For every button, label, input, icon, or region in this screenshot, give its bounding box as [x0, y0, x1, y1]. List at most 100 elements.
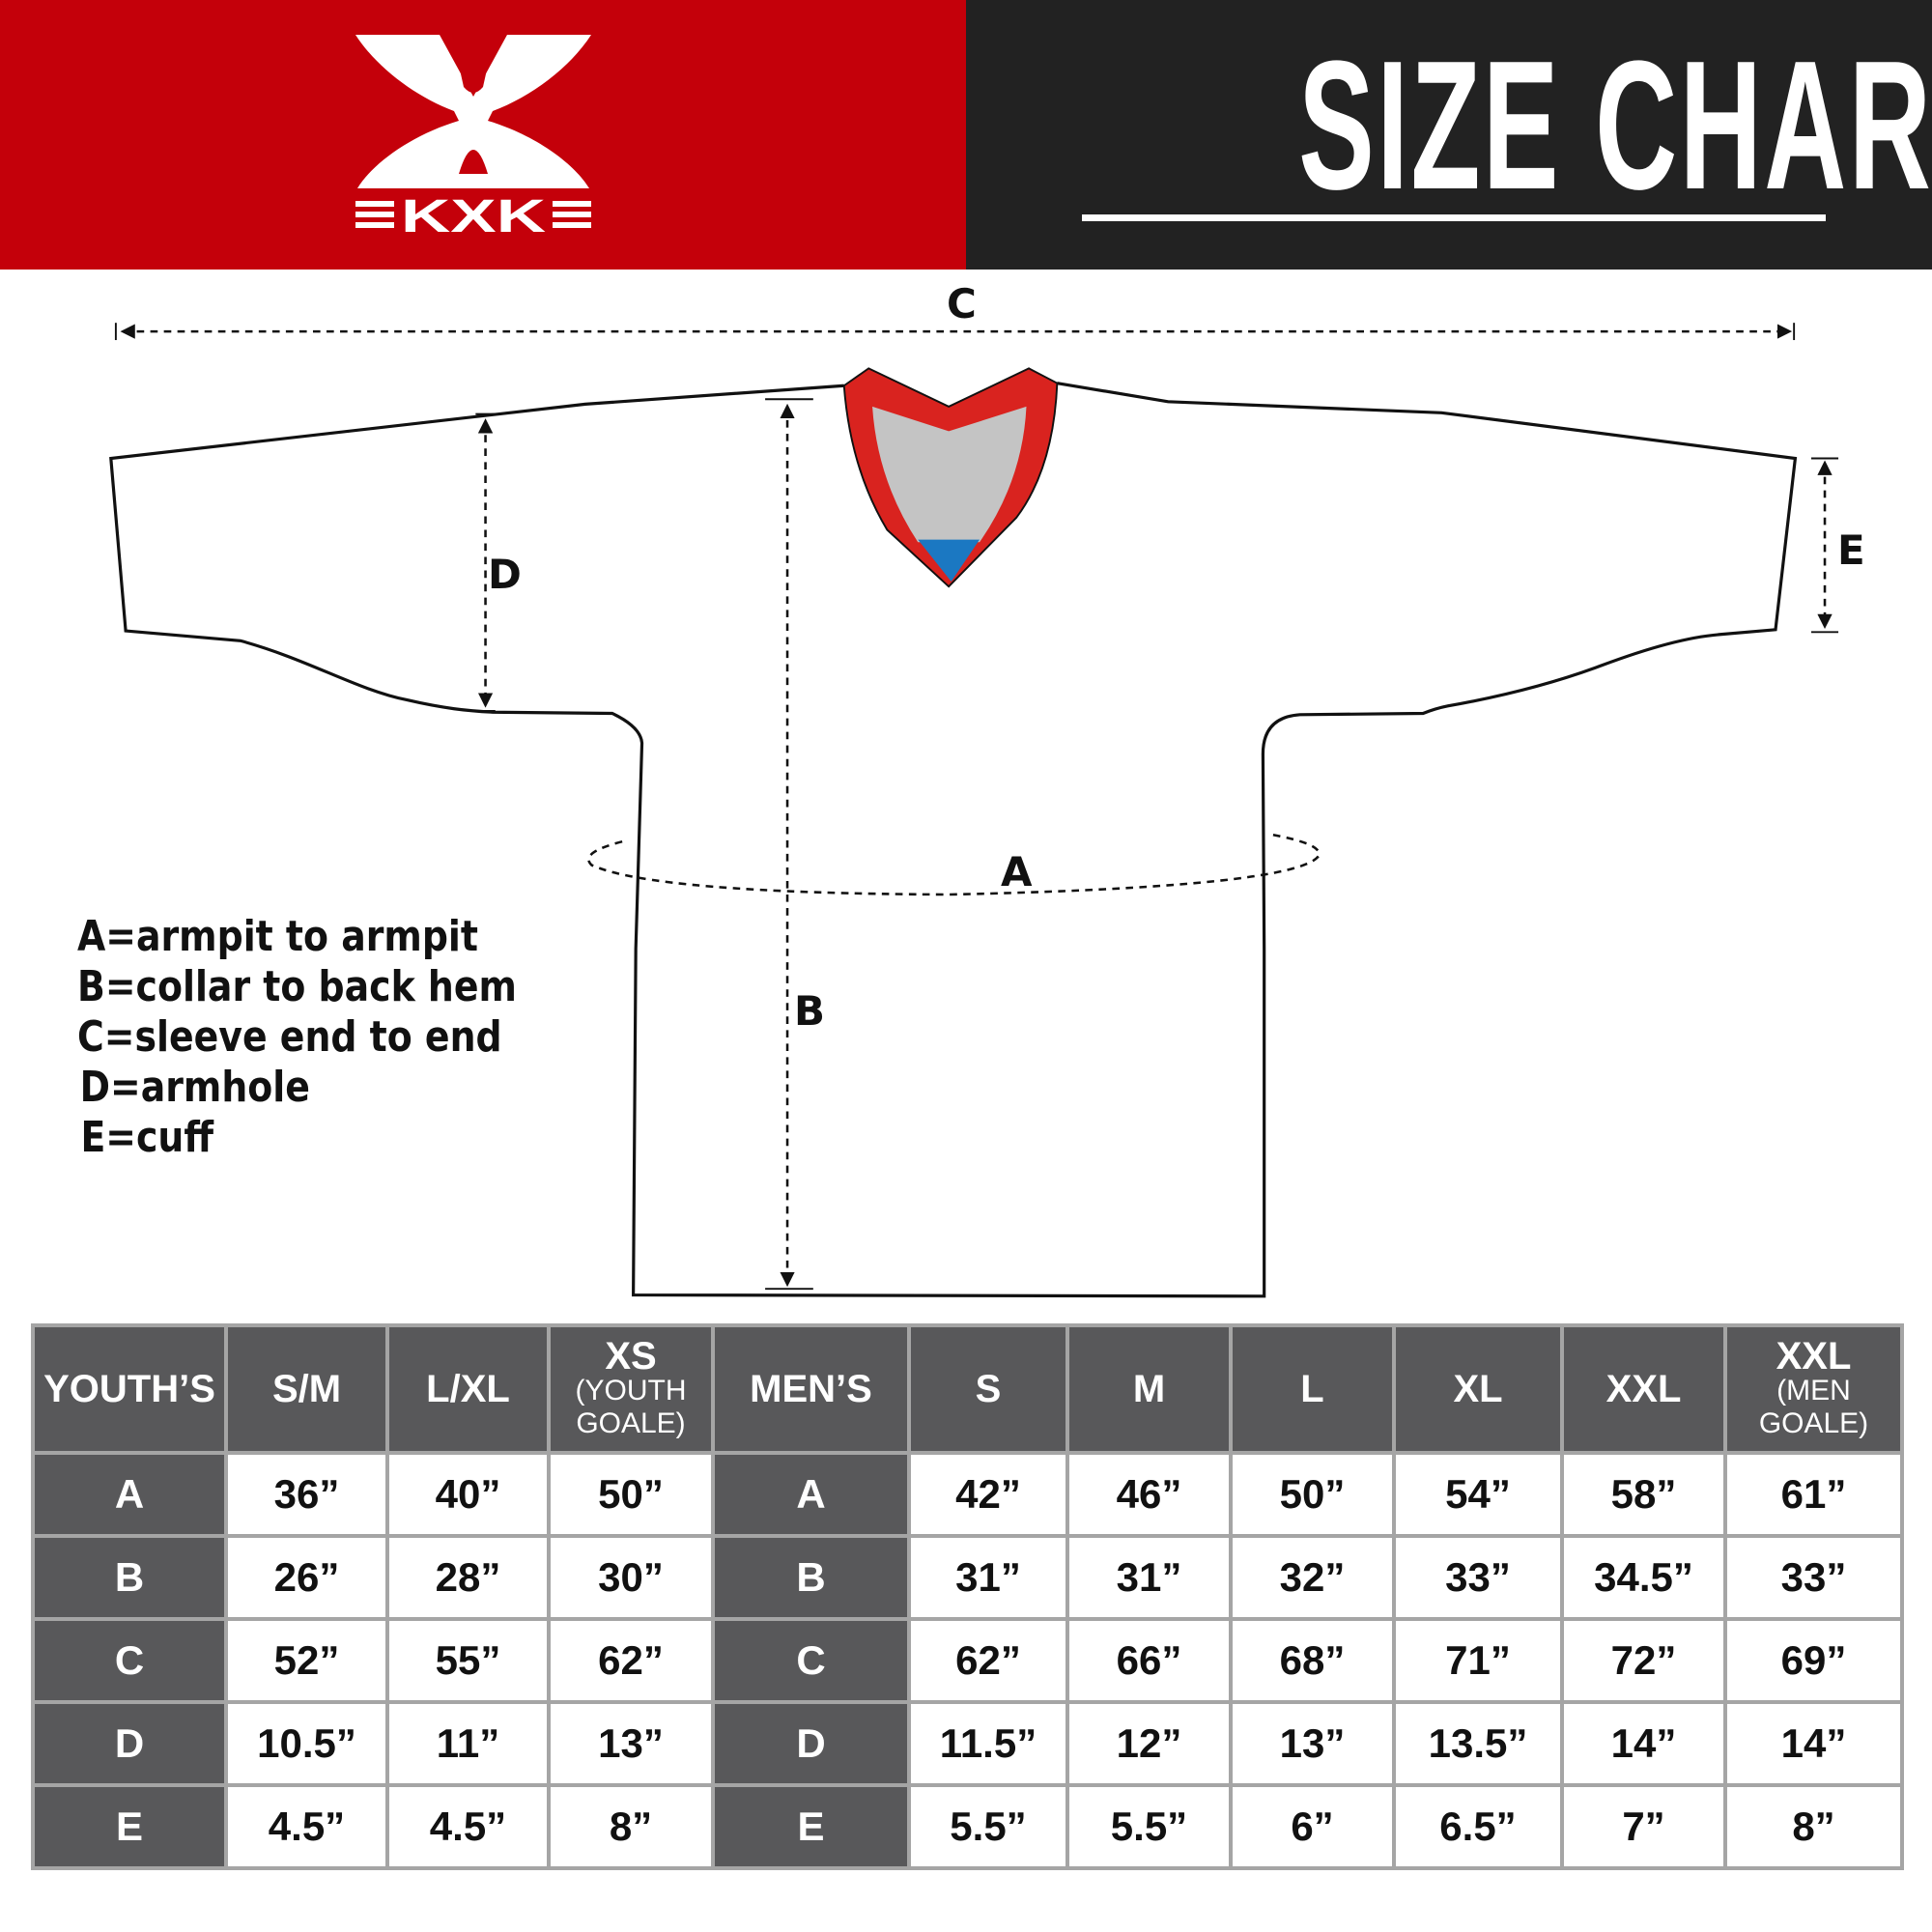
row-label: E: [711, 1783, 911, 1870]
column-header: YOUTH’S: [31, 1323, 228, 1455]
page-title: SIZE CHART: [1298, 23, 1932, 228]
column-header: XXL (MEN GOALE): [1723, 1323, 1904, 1455]
table-cell: 69”: [1723, 1617, 1904, 1704]
table-cell: 61”: [1723, 1451, 1904, 1538]
table-cell: 54”: [1392, 1451, 1564, 1538]
table-cell: 42”: [907, 1451, 1069, 1538]
legend-item: C=sleeve end to end: [77, 1012, 502, 1062]
table-cell: 8”: [547, 1783, 715, 1870]
label-c: C: [947, 280, 977, 327]
column-header: XS (YOUTH GOALE): [547, 1323, 715, 1455]
table-cell: 7”: [1560, 1783, 1727, 1870]
column-header-label: S: [975, 1368, 1002, 1410]
column-header-label: L/XL: [426, 1368, 510, 1410]
row-label: A: [31, 1451, 228, 1538]
table-cell: 12”: [1065, 1700, 1233, 1787]
row-label: D: [711, 1700, 911, 1787]
table-cell: 68”: [1229, 1617, 1396, 1704]
column-header: M: [1065, 1323, 1233, 1455]
table-row: D 10.5” 11” 13” D 11.5” 12” 13” 13.5” 14” 14”: [31, 1700, 1904, 1787]
collar-inner: [872, 406, 1027, 543]
label-a: A: [1001, 848, 1033, 895]
title-underline: [1082, 214, 1826, 221]
column-header: L/XL: [385, 1323, 551, 1455]
table-cell: 6”: [1229, 1783, 1396, 1870]
legend-item: E=cuff: [80, 1113, 214, 1162]
measurement-legend: A=armpit to armpit B=collar to back hem …: [77, 912, 588, 1163]
table-cell: 14”: [1560, 1700, 1727, 1787]
table-cell: 31”: [907, 1534, 1069, 1621]
header-title-panel: [966, 0, 1932, 270]
table-cell: 11.5”: [907, 1700, 1069, 1787]
table-row: B 26” 28” 30” B 31” 31” 32” 33” 34.5” 33”: [31, 1534, 1904, 1621]
column-header: MEN’S: [711, 1323, 911, 1455]
table-cell: 5.5”: [1065, 1783, 1233, 1870]
kxk-logo: KXK: [355, 35, 591, 242]
table-cell: 40”: [385, 1451, 551, 1538]
table-cell: 71”: [1392, 1617, 1564, 1704]
table-cell: 11”: [385, 1700, 551, 1787]
table-cell: 58”: [1560, 1451, 1727, 1538]
legend-item: B=collar to back hem: [77, 962, 517, 1011]
column-header-label: S/M: [271, 1368, 342, 1410]
table-cell: 8”: [1723, 1783, 1904, 1870]
row-label: D: [31, 1700, 228, 1787]
table-cell: 28”: [385, 1534, 551, 1621]
column-header-sublabel: (MEN GOALE): [1758, 1375, 1869, 1439]
table-cell: 4.5”: [224, 1783, 389, 1870]
table-cell: 30”: [547, 1534, 715, 1621]
legend-item: D=armhole: [79, 1063, 310, 1112]
table-cell: 26”: [224, 1534, 389, 1621]
table-row: C 52” 55” 62” C 62” 66” 68” 71” 72” 69”: [31, 1617, 1904, 1704]
table-cell: 10.5”: [224, 1700, 389, 1787]
table-row: E 4.5” 4.5” 8” E 5.5” 5.5” 6” 6.5” 7” 8”: [31, 1783, 1904, 1870]
table-cell: 46”: [1065, 1451, 1233, 1538]
column-header-label: YOUTH’S: [43, 1368, 215, 1410]
column-header-label: L: [1300, 1368, 1324, 1410]
table-cell: 5.5”: [907, 1783, 1069, 1870]
row-label: C: [711, 1617, 911, 1704]
table-row: A 36” 40” 50” A 42” 46” 50” 54” 58” 61”: [31, 1451, 1904, 1538]
column-header-label: M: [1132, 1368, 1166, 1410]
column-header-sublabel: (YOUTH GOALE): [575, 1375, 687, 1439]
table-cell: 14”: [1723, 1700, 1904, 1787]
column-header: XL: [1392, 1323, 1564, 1455]
table-cell: 13”: [547, 1700, 715, 1787]
legend-item: A=armpit to armpit: [77, 912, 478, 961]
row-label: B: [31, 1534, 228, 1621]
table-cell: 6.5”: [1392, 1783, 1564, 1870]
table-cell: 50”: [1229, 1451, 1396, 1538]
table-cell: 31”: [1065, 1534, 1233, 1621]
jersey-outline: [109, 382, 1798, 1298]
table-cell: 66”: [1065, 1617, 1233, 1704]
row-label: E: [31, 1783, 228, 1870]
column-header: S/M: [224, 1323, 389, 1455]
table-cell: 62”: [907, 1617, 1069, 1704]
label-e: E: [1837, 526, 1865, 574]
row-label: A: [711, 1451, 911, 1538]
row-label: C: [31, 1617, 228, 1704]
table-cell: 32”: [1229, 1534, 1396, 1621]
column-header: S: [907, 1323, 1069, 1455]
table-cell: 34.5”: [1560, 1534, 1727, 1621]
collar-tab: [918, 539, 980, 582]
table-cell: 13.5”: [1392, 1700, 1564, 1787]
column-header: L: [1229, 1323, 1396, 1455]
column-header-label: XXL: [1605, 1368, 1682, 1410]
size-table: YOUTH’S S/M L/XL XS (YOUTH GOALE) MEN’S S M L XL X…: [31, 1323, 1904, 1870]
table-cell: 55”: [385, 1617, 551, 1704]
table-cell: 50”: [547, 1451, 715, 1538]
column-header-label: XS: [605, 1335, 657, 1378]
row-label: B: [711, 1534, 911, 1621]
column-header-label: XXL: [1776, 1335, 1852, 1378]
table-cell: 52”: [224, 1617, 389, 1704]
column-header: XXL: [1560, 1323, 1727, 1455]
table-cell: 33”: [1723, 1534, 1904, 1621]
table-cell: 13”: [1229, 1700, 1396, 1787]
table-cell: 62”: [547, 1617, 715, 1704]
column-header-label: MEN’S: [750, 1368, 872, 1410]
table-cell: 72”: [1560, 1617, 1727, 1704]
label-d: D: [488, 551, 522, 598]
svg-text:KXK: KXK: [401, 191, 546, 242]
